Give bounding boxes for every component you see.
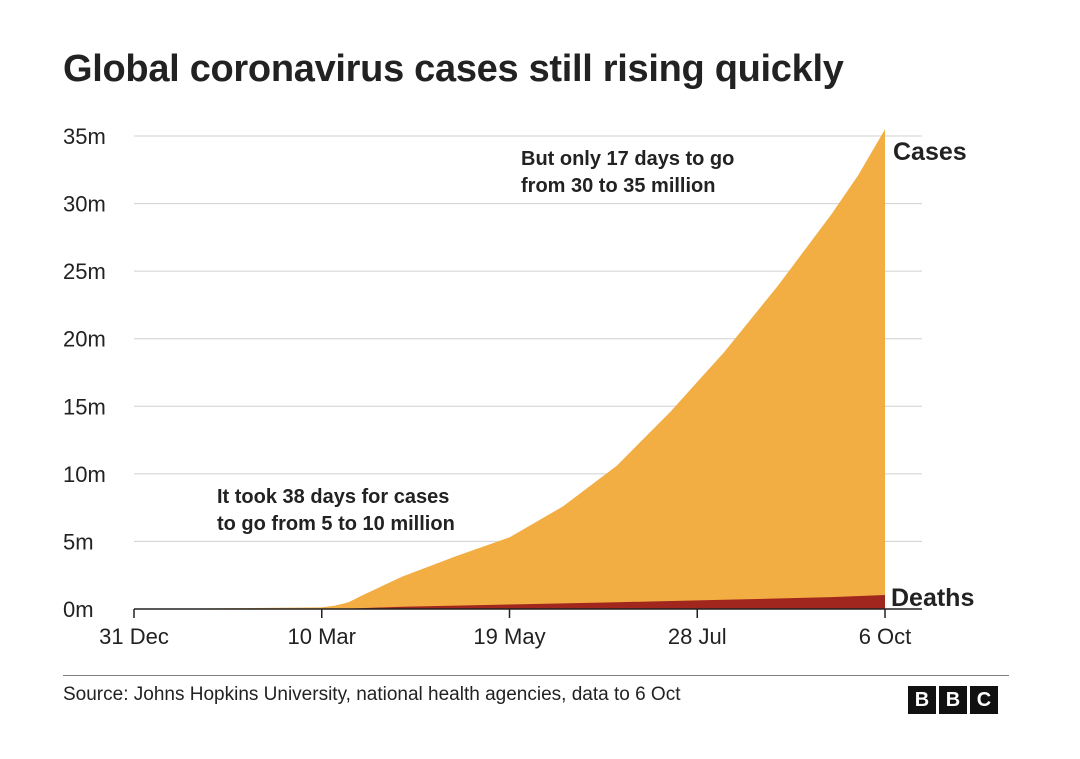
- y-tick-label: 10m: [63, 462, 106, 487]
- source-note: Source: Johns Hopkins University, nation…: [63, 684, 681, 705]
- annotation-slow-line-1: It took 38 days for cases: [217, 486, 449, 508]
- bbc-logo: B B C: [908, 686, 998, 714]
- chart-title: Global coronavirus cases still rising qu…: [63, 48, 844, 90]
- annotation-slow-line-2: to go from 5 to 10 million: [217, 513, 455, 535]
- y-tick-label: 20m: [63, 327, 106, 352]
- x-tick-label: 6 Oct: [859, 624, 912, 649]
- cases-series-label: Cases: [893, 138, 967, 166]
- bbc-logo-letter-2: B: [939, 686, 967, 714]
- bbc-logo-letter-3: C: [970, 686, 998, 714]
- chart: 0m 5m 10m 15m 20m 25m 30m 35m 31 Dec 10 Mar 19 Ma…: [63, 124, 974, 649]
- cases-area: [134, 129, 885, 609]
- x-tick-label: 28 Jul: [668, 624, 727, 649]
- bbc-logo-letter-1: B: [908, 686, 936, 714]
- x-tick-label: 10 Mar: [288, 624, 356, 649]
- x-tick-label: 31 Dec: [99, 624, 169, 649]
- y-tick-label: 0m: [63, 597, 94, 622]
- y-tick-label: 25m: [63, 259, 106, 284]
- y-tick-label: 35m: [63, 124, 106, 149]
- footer-divider: [63, 675, 1009, 676]
- annotation-fast-line-1: But only 17 days to go: [521, 148, 734, 170]
- deaths-series-label: Deaths: [891, 584, 974, 612]
- y-tick-label: 5m: [63, 529, 94, 554]
- y-tick-label: 15m: [63, 394, 106, 419]
- annotation-fast-line-2: from 30 to 35 million: [521, 175, 715, 197]
- y-tick-label: 30m: [63, 192, 106, 217]
- deaths-area: [134, 594, 885, 609]
- x-tick-label: 19 May: [473, 624, 545, 649]
